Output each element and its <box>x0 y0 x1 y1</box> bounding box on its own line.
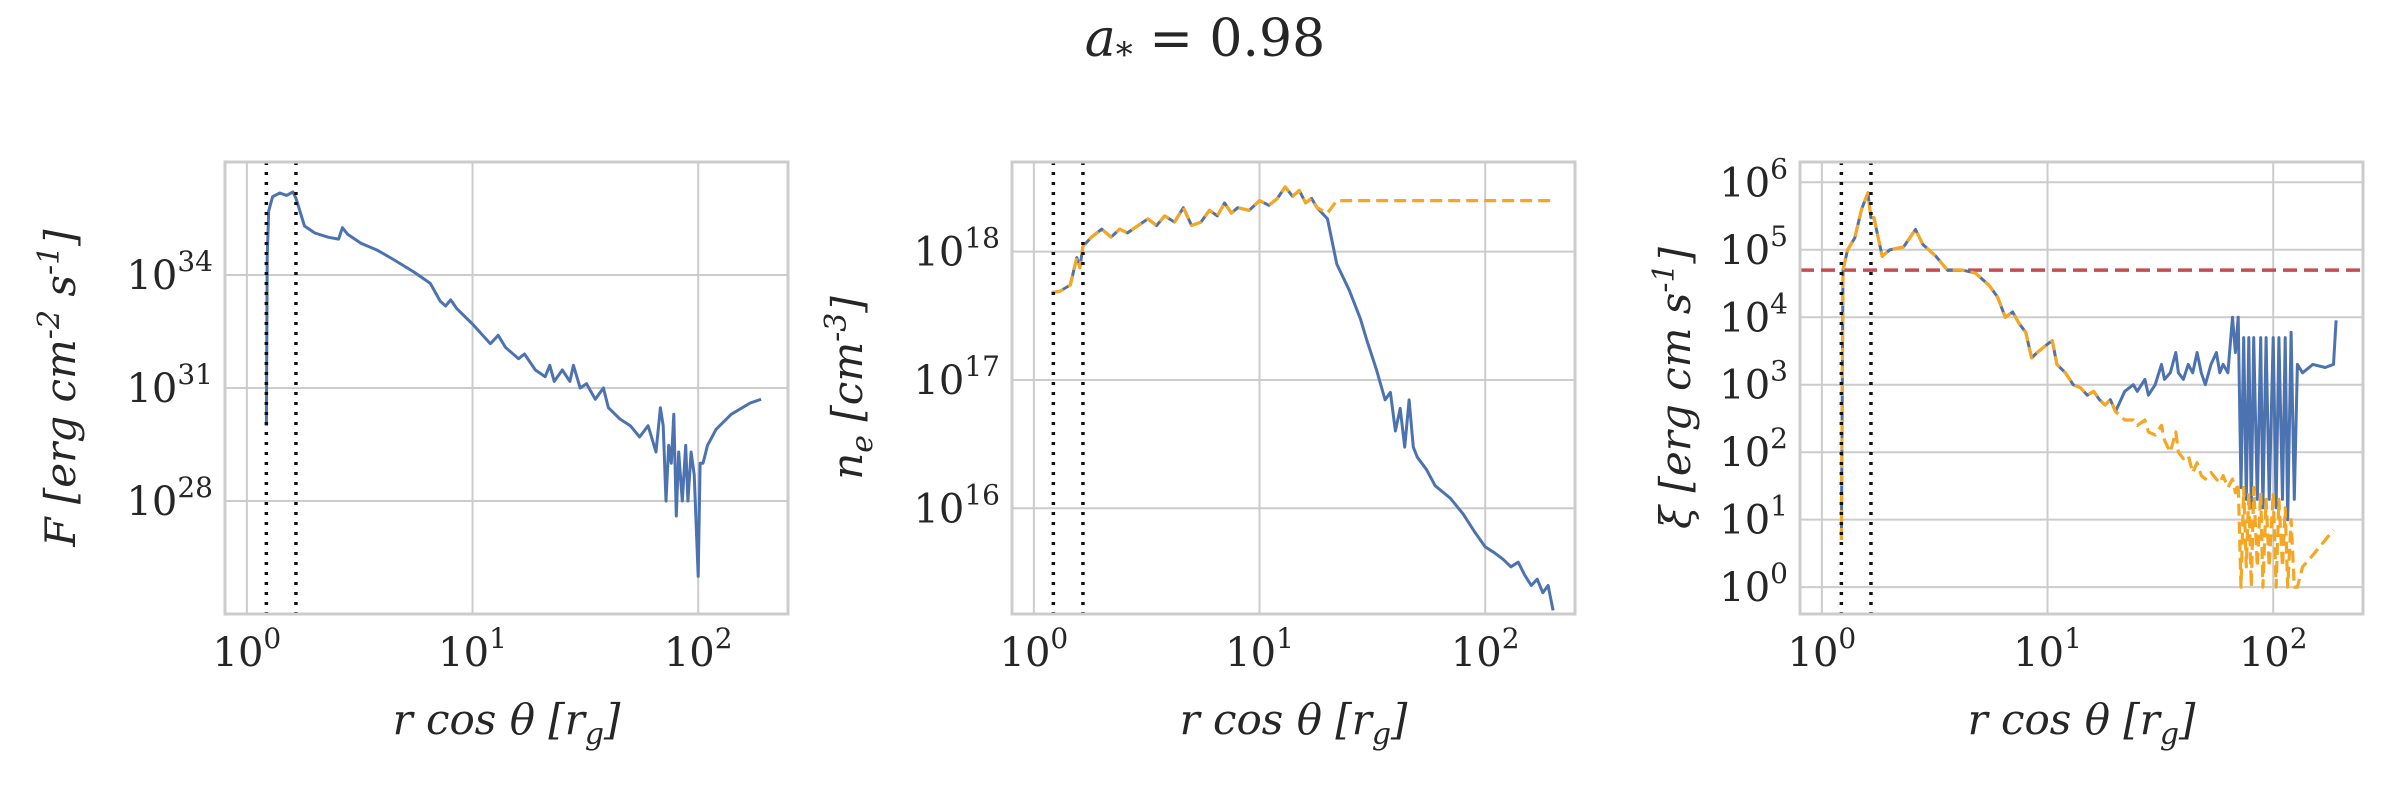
y-axis-label: ξ [erg cm s-1​] <box>1647 246 1700 529</box>
x-axis-label: r cos θ [rg​] <box>393 695 621 752</box>
plot-area <box>1800 162 2363 614</box>
x-tick-label: 101 <box>2013 622 2082 676</box>
y-tick-label: 104 <box>1719 287 1788 341</box>
x-tick-label: 102 <box>664 622 733 676</box>
axes-frame <box>1798 160 2365 616</box>
y-tick-label: 102 <box>1719 422 1788 476</box>
series-line-2 <box>1839 191 2335 589</box>
y-tick-label: 101 <box>1719 490 1788 544</box>
x-tick-label: 102 <box>1451 622 1520 676</box>
series-line-1 <box>1839 191 2338 541</box>
x-tick-label: 100 <box>1788 622 1857 676</box>
y-tick-label: 1028 <box>126 471 213 525</box>
y-axis-label: F [erg cm-2​ s-1​] <box>32 229 85 548</box>
y-axis-label: ne​ [cm-3​] <box>819 296 880 480</box>
figure-suptitle: a* = 0.98 <box>1085 9 1325 75</box>
x-tick-label: 100 <box>213 622 282 676</box>
panel-1: 100 101 102 1028 1031 1034 r cos θ [rg​] F [erg… <box>32 160 790 752</box>
y-tick-label: 100 <box>1719 557 1788 611</box>
y-tick-label: 1017 <box>913 350 1000 404</box>
y-tick-label: 1018 <box>913 222 1000 276</box>
panel-3: 100 101 102 100 101 102 103 104 105 106 r cos θ [r… <box>1647 152 2365 752</box>
axes-frame <box>1010 160 1577 616</box>
panel-2: 100 101 102 1016 1017 1018 r cos θ [rg​] ne​ [c… <box>819 160 1577 752</box>
x-axis-label: r cos θ [rg​] <box>1968 695 2196 752</box>
x-tick-label: 100 <box>1000 622 1069 676</box>
x-tick-label: 101 <box>438 622 507 676</box>
y-tick-label: 103 <box>1719 355 1788 409</box>
series-line-1 <box>1051 185 1555 611</box>
plot-area <box>1051 162 1555 614</box>
y-tick-label: 1016 <box>913 478 1000 532</box>
x-axis-label: r cos θ [rg​] <box>1180 695 1408 752</box>
series-line-1 <box>264 190 762 578</box>
axes-frame <box>223 160 790 616</box>
x-tick-label: 102 <box>2239 622 2308 676</box>
panels: 100 101 102 1028 1031 1034 r cos θ [rg​] F [erg… <box>32 152 2365 752</box>
x-tick-label: 101 <box>1225 622 1294 676</box>
plot-area <box>264 162 762 614</box>
series-line-2 <box>1051 185 1554 295</box>
y-tick-label: 1034 <box>126 245 213 299</box>
y-tick-label: 105 <box>1719 220 1788 274</box>
y-tick-label: 1031 <box>126 358 213 412</box>
y-tick-label: 106 <box>1719 152 1788 206</box>
